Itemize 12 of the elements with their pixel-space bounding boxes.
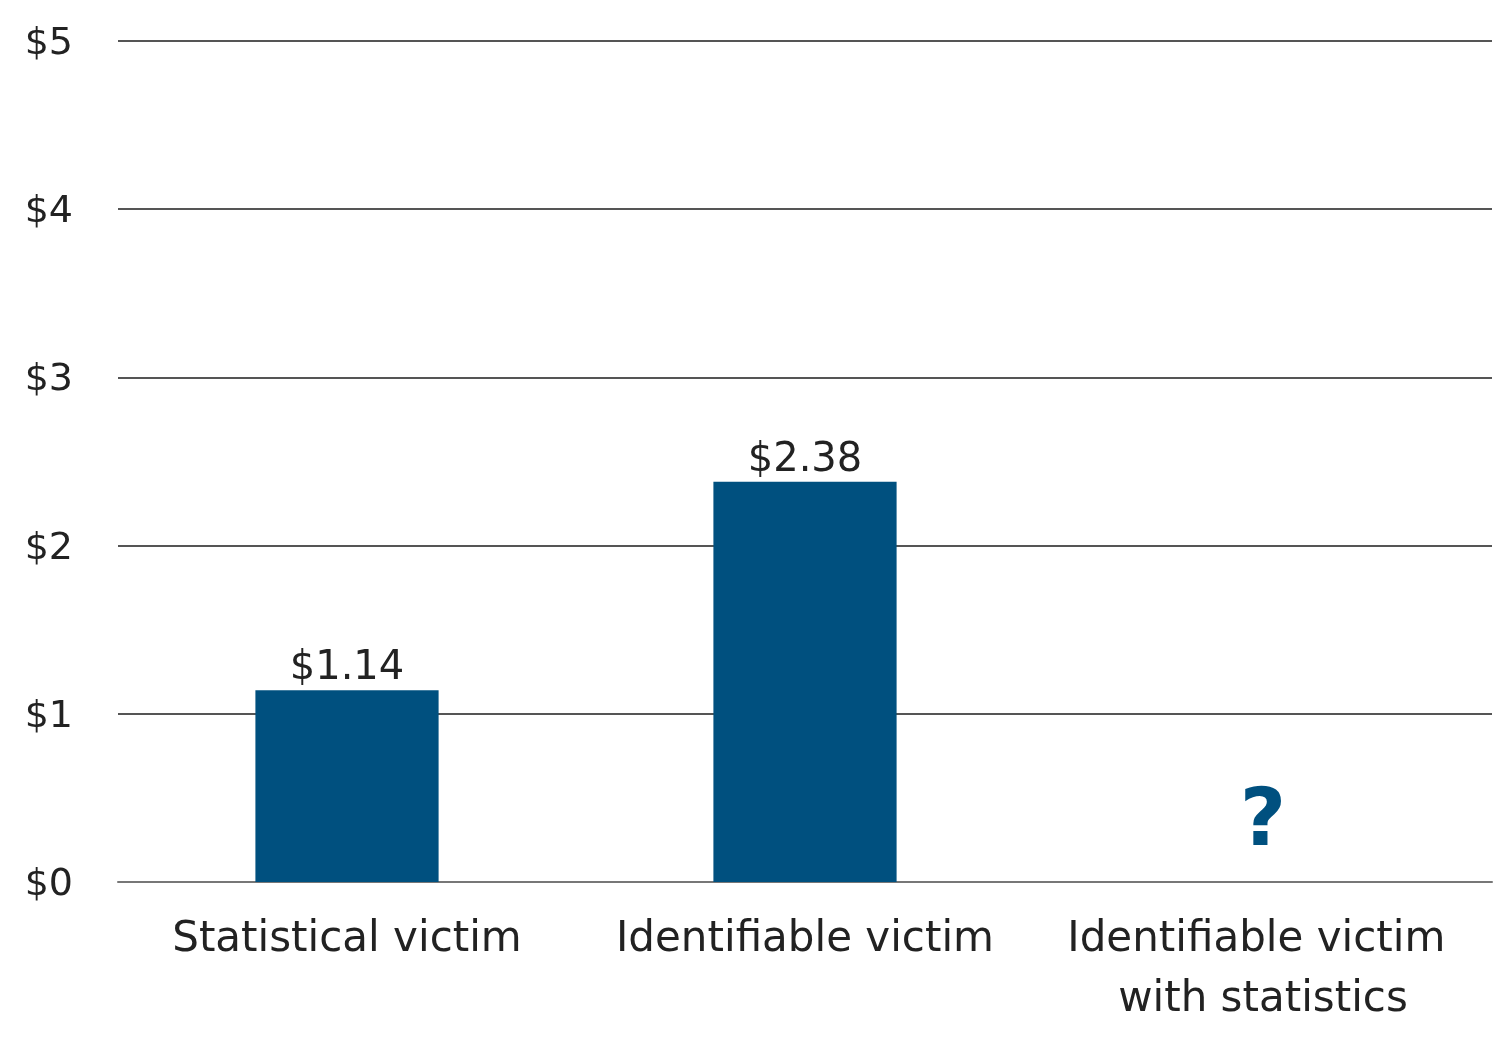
y-tick-label: $5 [24, 19, 73, 63]
x-tick-label: Statistical victim [172, 911, 522, 961]
x-tick-label: Identifiable victim [615, 911, 995, 961]
annotation: ? [1239, 770, 1287, 864]
x-tick-label: Identifiable victim with statistics [1067, 911, 1459, 1021]
y-tick-label: $3 [24, 355, 73, 400]
y-tick-label: $2 [24, 523, 73, 568]
y-tick-label: $1 [24, 691, 73, 736]
y-tick-label: $4 [24, 187, 73, 232]
data-label: $1.14 [289, 642, 405, 689]
data-label: $2.38 [747, 433, 863, 480]
y-tick-label: $0 [24, 860, 73, 904]
